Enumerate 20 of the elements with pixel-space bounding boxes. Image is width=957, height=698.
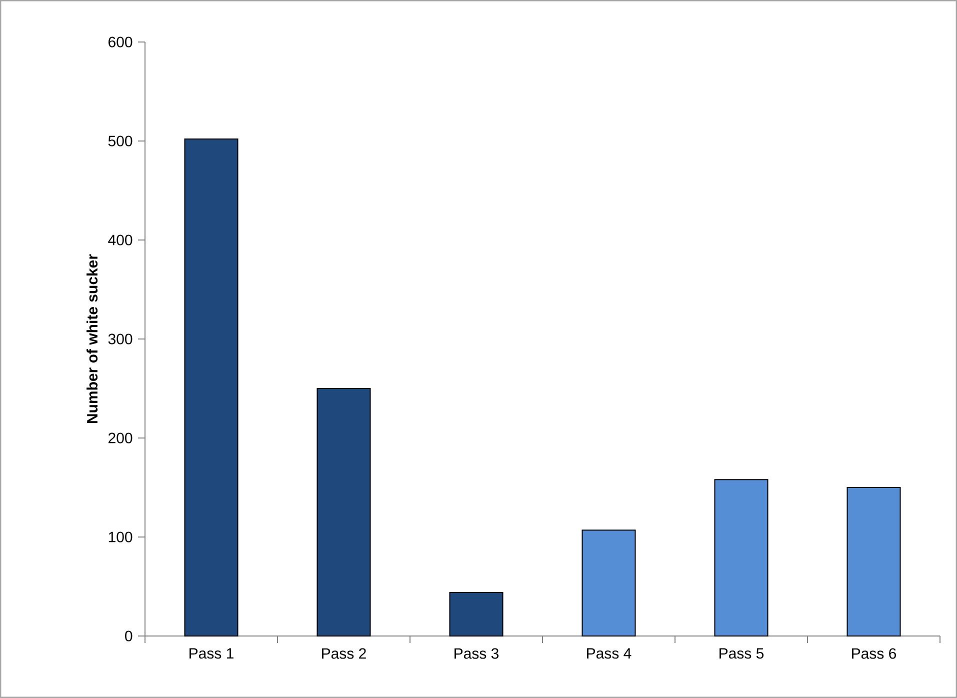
- x-tick-label: Pass 5: [720, 648, 764, 659]
- bar: [846, 487, 901, 636]
- bar: [316, 388, 371, 636]
- x-tick-label: Pass 4: [587, 648, 632, 659]
- y-tick-label: 100: [108, 532, 132, 542]
- bar: [184, 138, 238, 636]
- y-axis-title: Number of white sucker: [86, 254, 98, 424]
- y-tick-label: 600: [108, 36, 132, 48]
- bar: [582, 530, 636, 636]
- x-tick-label: Pass 3: [454, 648, 499, 659]
- x-tick-label: Pass 1: [190, 648, 234, 659]
- y-tick-label: 300: [108, 334, 132, 344]
- x-tick-label: Pass 2: [322, 648, 366, 659]
- bar: [449, 592, 504, 636]
- bar: [714, 479, 768, 636]
- y-tick-label: 400: [108, 234, 132, 246]
- x-tick-label: Pass 6: [852, 648, 896, 659]
- y-tick-label: 500: [108, 136, 132, 146]
- y-tick-label: 0: [125, 630, 132, 642]
- y-tick-label: 200: [108, 432, 132, 444]
